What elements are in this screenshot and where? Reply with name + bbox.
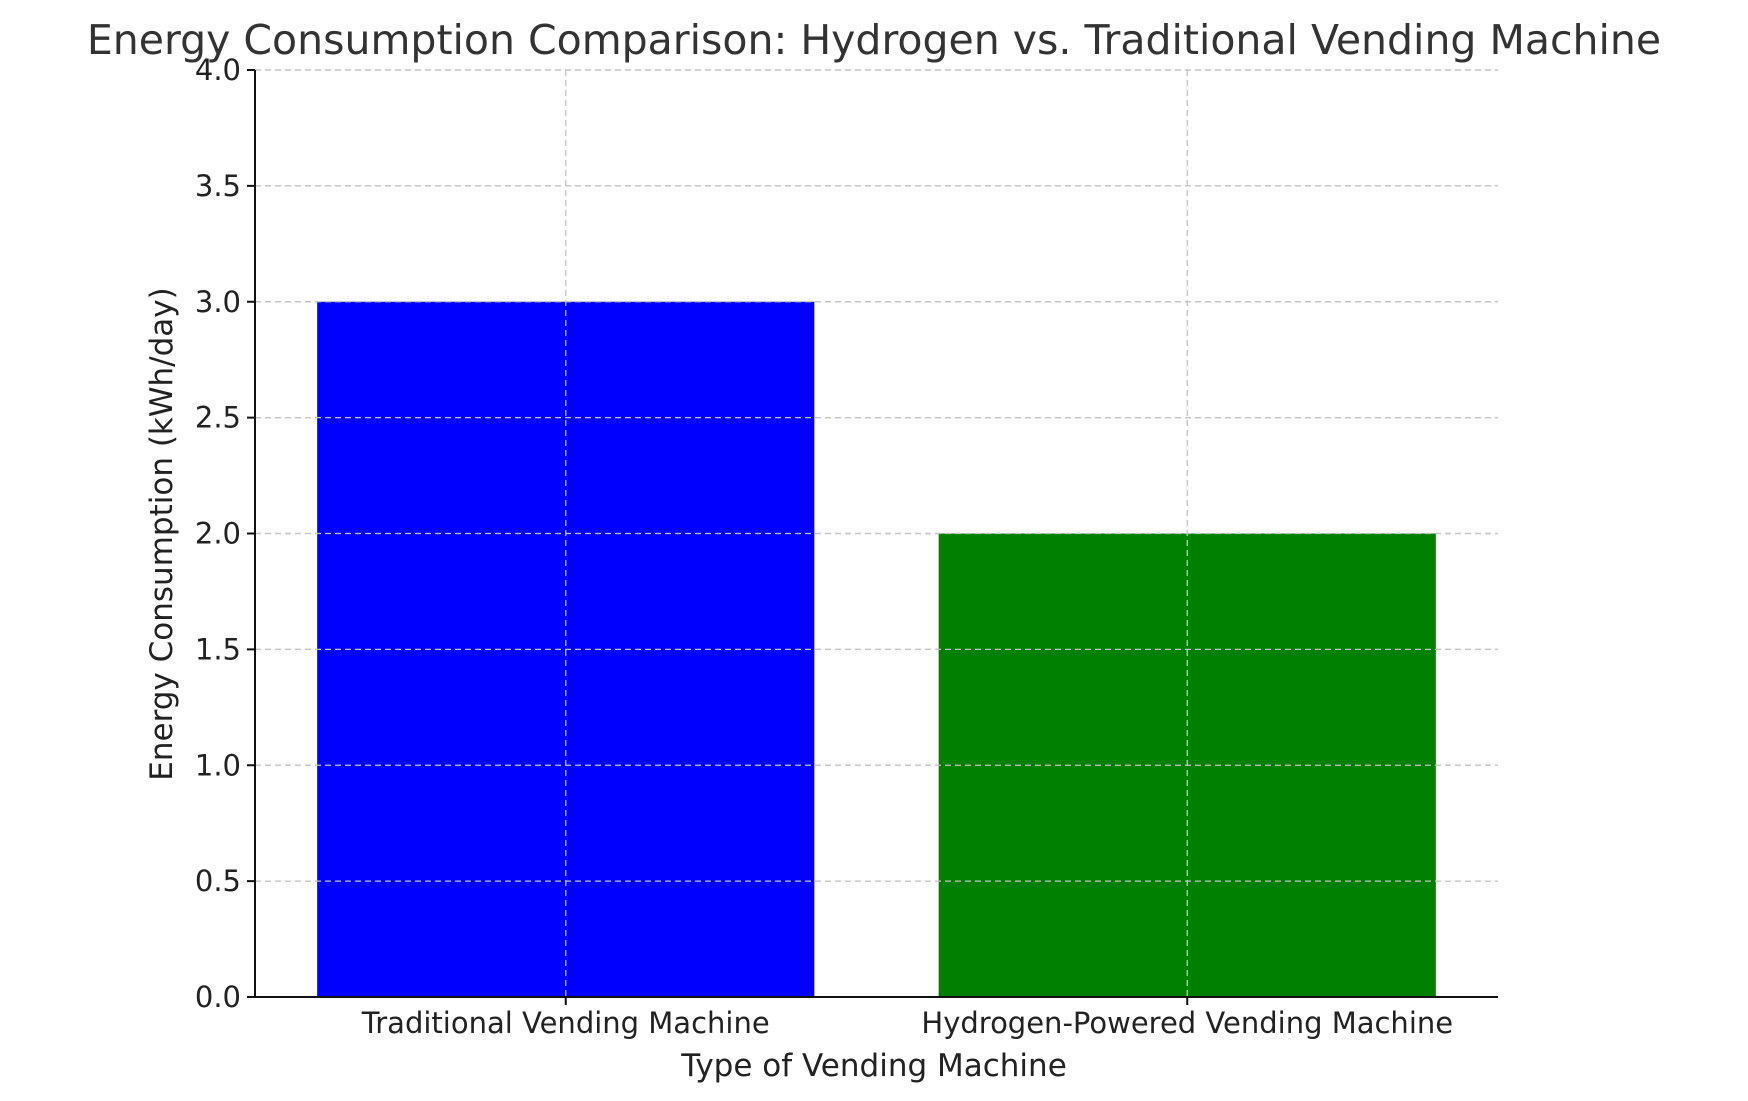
x-axis-label: Type of Vending Machine [680, 1048, 1067, 1084]
y-tick-label: 0.0 [195, 980, 241, 1014]
y-tick-label: 2.0 [195, 517, 241, 551]
y-tick-label: 2.5 [195, 401, 241, 435]
y-tick-label: 1.0 [195, 748, 241, 782]
x-tick-label: Hydrogen-Powered Vending Machine [921, 1006, 1453, 1040]
y-axis-label: Energy Consumption (kWh/day) [144, 287, 180, 780]
y-tick-label: 4.0 [195, 53, 241, 87]
x-ticks: Traditional Vending Machine Hydrogen-Powe… [361, 997, 1453, 1040]
y-tick-label: 3.0 [195, 285, 241, 319]
y-tick-label: 3.5 [195, 169, 241, 203]
y-tick-label: 0.5 [195, 864, 241, 898]
x-tick-label: Traditional Vending Machine [361, 1006, 770, 1040]
y-tick-label: 1.5 [195, 632, 241, 666]
y-ticks: 0.0 0.5 1.0 1.5 2.0 2.5 3.0 3.5 4.0 [195, 53, 255, 1014]
chart-title: Energy Consumption Comparison: Hydrogen … [87, 16, 1661, 64]
vertical-grid [255, 69, 1498, 998]
